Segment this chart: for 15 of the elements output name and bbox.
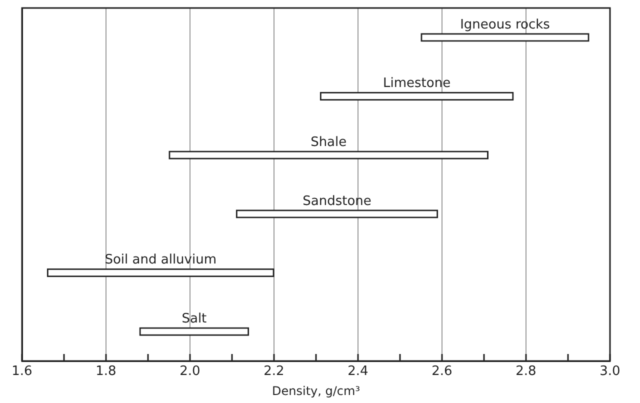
- x-tick-label: 1.8: [96, 364, 116, 380]
- x-tick-label: 2.6: [432, 364, 452, 380]
- y-tick-label: Igneous rocks: [460, 17, 550, 32]
- x-axis-title: Density, g/cm³: [272, 384, 360, 398]
- y-tick-label: Soil and alluvium: [104, 252, 216, 268]
- y-tick-label: Salt: [182, 311, 207, 326]
- y-tick-label: Shale: [310, 134, 347, 150]
- x-tick-label: 2.8: [516, 364, 536, 380]
- y-tick-label: Sandstone: [302, 194, 372, 209]
- y-tick-label: Limestone: [383, 76, 451, 92]
- x-tick-label: 3.0: [600, 364, 620, 380]
- x-tick-label: 2.0: [180, 364, 200, 380]
- x-tick-label: 1.6: [12, 364, 32, 380]
- x-tick-label: 2.4: [348, 364, 368, 380]
- x-tick-label: 2.2: [264, 364, 284, 380]
